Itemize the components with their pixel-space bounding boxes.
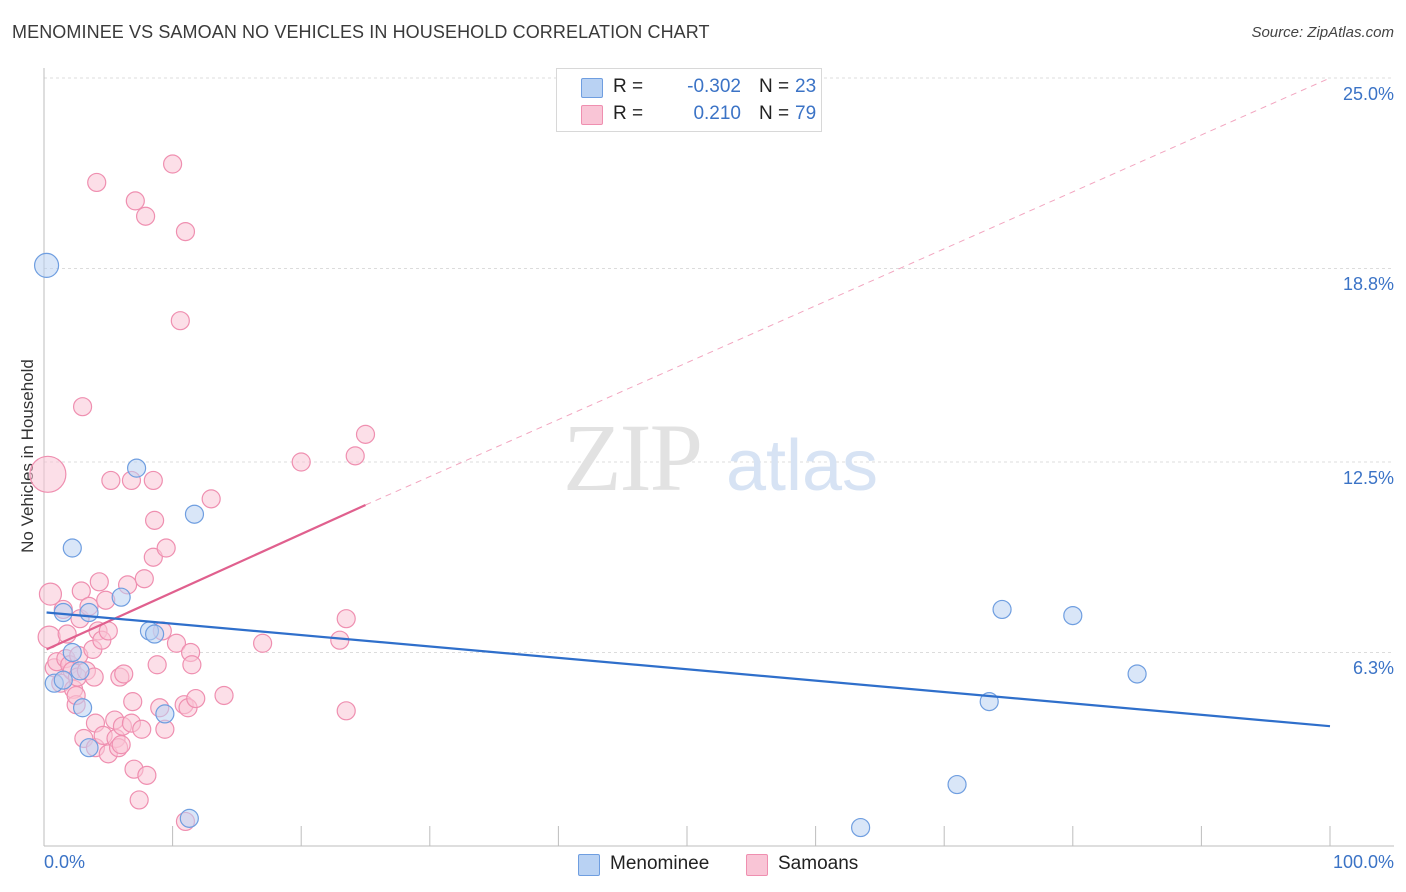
legend-r-label: R =: [613, 103, 644, 124]
menominee-point: [179, 808, 199, 828]
samoans-point: [125, 191, 145, 211]
samoans-point: [163, 154, 183, 174]
samoans-point: [336, 701, 356, 721]
samoans-point: [186, 688, 206, 709]
samoans-point: [123, 692, 143, 712]
menominee-point: [33, 252, 60, 278]
menominee-point: [70, 661, 90, 681]
menominee-point: [72, 698, 93, 718]
menominee-point: [851, 817, 871, 838]
samoans-point: [129, 790, 149, 810]
legend-n-value: 23: [795, 76, 817, 97]
samoans-point: [345, 446, 365, 466]
legend-swatch-pink: [746, 854, 768, 876]
samoans-point: [29, 455, 67, 493]
samoans-point: [72, 397, 93, 417]
samoans-point: [101, 470, 121, 491]
menominee-points: [33, 252, 1147, 838]
correlation-legend: R = -0.302 N = 23 R = 0.210 N = 79: [556, 68, 822, 132]
samoans-point: [182, 655, 202, 675]
samoans-point: [291, 452, 311, 472]
samoans-point: [214, 685, 234, 706]
axis-layer: [43, 68, 1394, 847]
menominee-trend-line: [46, 611, 1331, 728]
grid-layer: [44, 77, 1394, 653]
legend-r-label: R =: [613, 76, 644, 97]
legend-label-menominee: Menominee: [610, 853, 710, 874]
trend-layer: [46, 77, 1331, 728]
samoans-point: [170, 311, 190, 331]
y-tick-label: 18.8%: [1342, 274, 1394, 295]
menominee-point: [62, 538, 82, 558]
samoans-point: [201, 489, 221, 509]
samoans-point: [96, 590, 116, 610]
samoans-point: [175, 222, 196, 242]
x-tick-max: 100.0%: [1332, 852, 1394, 872]
samoans-point: [89, 572, 109, 592]
menominee-point: [79, 602, 99, 623]
samoans-point: [143, 470, 163, 491]
menominee-point: [184, 504, 205, 524]
samoans-point: [156, 538, 176, 558]
menominee-point: [992, 599, 1012, 620]
chart-title: MENOMINEE VS SAMOAN NO VEHICLES IN HOUSE…: [12, 22, 710, 42]
x-tick-min: 0.0%: [44, 852, 86, 872]
menominee-point: [1063, 605, 1083, 626]
samoans-points: [29, 154, 376, 832]
menominee-point: [1127, 664, 1147, 684]
y-tick-label: 25.0%: [1342, 84, 1394, 104]
legend-swatch-blue: [578, 854, 600, 876]
legend-r-value: -0.302: [687, 76, 741, 97]
menominee-point: [144, 624, 165, 644]
menominee-point: [79, 738, 99, 758]
samoans-point: [71, 581, 91, 601]
samoans-point: [38, 582, 63, 606]
menominee-point: [155, 704, 175, 724]
samoans-point: [134, 569, 154, 589]
y-tick-label: 6.3%: [1352, 658, 1394, 679]
samoans-point: [147, 655, 167, 675]
samoans-point: [144, 510, 165, 530]
menominee-point: [947, 774, 967, 795]
menominee-point: [111, 587, 131, 607]
menominee-point: [126, 458, 147, 478]
watermark-zip: ZIP: [563, 404, 701, 511]
legend-label-samoans: Samoans: [778, 853, 859, 874]
samoans-trend-line: [46, 504, 366, 651]
legend-swatch-pink: [581, 105, 603, 125]
samoans-point: [166, 633, 187, 653]
samoans-point: [135, 206, 156, 226]
y-tick-label: 12.5%: [1342, 468, 1394, 488]
watermark-atlas: atlas: [726, 426, 878, 506]
samoans-point: [111, 735, 131, 755]
samoans-point: [87, 172, 107, 193]
samoans-point: [114, 664, 134, 684]
samoans-point: [137, 765, 157, 785]
source-label: Source: ZipAtlas.com: [1251, 24, 1394, 41]
legend-n-label: N =: [759, 103, 790, 124]
samoans-point: [355, 424, 376, 444]
menominee-point: [53, 670, 73, 690]
legend-swatch-blue: [581, 78, 603, 98]
samoans-point: [132, 719, 152, 739]
watermark: ZIP atlas: [563, 404, 878, 511]
samoans-point: [330, 630, 350, 650]
legend-n-label: N =: [759, 76, 790, 97]
legend-r-value: 0.210: [693, 103, 741, 124]
menominee-point: [62, 642, 82, 663]
legend-n-value: 79: [795, 103, 817, 124]
samoans-point: [253, 633, 273, 653]
samoans-point: [336, 609, 356, 629]
